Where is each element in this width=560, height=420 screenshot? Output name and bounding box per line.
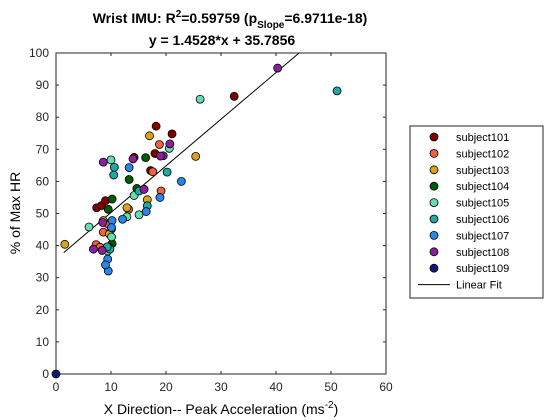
y-tick-label: 0 xyxy=(42,367,49,381)
point-subject101 xyxy=(167,129,177,139)
legend-label-linear-fit: Linear Fit xyxy=(456,280,502,292)
legend-label-subject104: subject104 xyxy=(456,181,509,193)
legend-marker-subject102 xyxy=(429,148,439,158)
point-subject108 xyxy=(273,63,283,73)
point-subject108 xyxy=(89,244,98,254)
y-tick-label: 30 xyxy=(36,271,50,285)
title-r2-value: =0.59759 (p xyxy=(181,10,257,26)
legend-marker-subject101 xyxy=(429,132,439,142)
point-subject106 xyxy=(109,162,119,172)
point-subject102 xyxy=(154,140,164,149)
x-axis-label-end: ) xyxy=(334,401,339,417)
point-subject107 xyxy=(107,223,116,233)
point-subject104 xyxy=(141,153,151,163)
point-subject105 xyxy=(106,155,116,165)
title-r2-sup: 2 xyxy=(176,9,182,20)
point-subject101 xyxy=(151,121,161,131)
point-subject108 xyxy=(128,154,138,164)
y-tick-label: 50 xyxy=(36,207,50,221)
y-axis-label: % of Max HR xyxy=(7,172,23,254)
point-subject106 xyxy=(162,167,172,177)
point-subject108 xyxy=(139,185,149,194)
x-tick-label: 0 xyxy=(53,380,60,394)
chart-title-line2: y = 1.4528*x + 35.7856 xyxy=(149,32,296,48)
point-subject103 xyxy=(191,151,201,161)
x-axis-label: X Direction-- Peak Acceleration (ms-2) xyxy=(104,400,339,417)
x-tick-label: 20 xyxy=(159,380,173,394)
point-subject107 xyxy=(101,260,110,270)
point-subject105 xyxy=(84,222,94,232)
legend-label-subject106: subject106 xyxy=(456,214,509,226)
point-subject108 xyxy=(97,246,107,255)
point-subject104 xyxy=(103,204,113,214)
legend-label-subject107: subject107 xyxy=(456,230,509,242)
point-subject109 xyxy=(51,369,61,379)
x-axis-label-sup: -2 xyxy=(325,400,334,411)
x-tick-label: 40 xyxy=(269,380,283,394)
point-subject104 xyxy=(107,194,117,204)
point-subject104 xyxy=(124,175,134,184)
legend-marker-subject104 xyxy=(429,181,439,191)
y-tick-label: 20 xyxy=(36,303,50,317)
point-subject106 xyxy=(332,86,342,96)
title-p-value: =6.9711e-18) xyxy=(284,10,367,26)
title-p-sub: Slope xyxy=(257,20,285,31)
point-subject108 xyxy=(165,139,175,149)
y-tick-label: 10 xyxy=(36,335,50,349)
y-tick-label: 80 xyxy=(36,110,50,124)
y-axis: 0 10 20 30 40 50 60 70 80 90 100 xyxy=(29,46,386,381)
y-tick-label: 100 xyxy=(29,46,49,60)
legend-marker-subject107 xyxy=(429,230,439,240)
legend-label-subject108: subject108 xyxy=(456,247,509,259)
y-tick-label: 60 xyxy=(36,174,50,188)
point-subject106 xyxy=(109,170,119,180)
plot-area xyxy=(55,52,387,375)
y-tick-label: 40 xyxy=(36,239,50,253)
point-subject107 xyxy=(176,176,186,186)
point-subject105 xyxy=(195,94,205,104)
point-subject108 xyxy=(98,157,108,167)
point-subject107 xyxy=(118,214,127,224)
point-subject107 xyxy=(141,207,151,216)
y-tick-label: 70 xyxy=(36,142,50,156)
y-tick-label: 90 xyxy=(36,78,50,92)
point-subject107 xyxy=(155,193,165,202)
point-subject103 xyxy=(145,131,154,141)
legend-marker-subject106 xyxy=(429,214,439,224)
points-layer xyxy=(51,63,342,379)
title-prefix: Wrist IMU: R xyxy=(93,10,176,26)
point-subject108 xyxy=(98,218,108,227)
point-subject107 xyxy=(124,163,134,172)
legend-label-subject105: subject105 xyxy=(456,198,509,210)
point-subject105 xyxy=(134,210,144,220)
x-axis: 0 10 20 30 40 50 60 xyxy=(53,53,393,394)
x-tick-label: 30 xyxy=(214,380,228,394)
point-subject101 xyxy=(229,91,239,101)
legend-marker-subject108 xyxy=(429,247,439,257)
legend-label-subject109: subject109 xyxy=(456,263,509,275)
point-subject105 xyxy=(107,232,116,242)
point-subject103 xyxy=(60,239,70,249)
legend-marker-subject105 xyxy=(429,198,439,208)
legend-label-subject103: subject103 xyxy=(456,165,509,177)
x-axis-label-main: X Direction-- Peak Acceleration (ms xyxy=(104,401,325,417)
x-tick-label: 50 xyxy=(324,380,338,394)
legend-marker-subject103 xyxy=(429,165,439,175)
point-subject108 xyxy=(156,151,165,161)
legend-marker-subject109 xyxy=(429,263,439,273)
point-subject102 xyxy=(148,167,158,177)
legend-label-subject102: subject102 xyxy=(456,148,509,160)
legend-label-subject101: subject101 xyxy=(456,132,509,144)
x-tick-label: 60 xyxy=(379,380,393,394)
chart-title-line1: Wrist IMU: R2=0.59759 (pSlope=6.9711e-18… xyxy=(93,9,368,31)
point-subject103 xyxy=(122,203,132,213)
x-tick-label: 10 xyxy=(104,380,118,394)
legend: subject101 subject102 subject103 subject104… xyxy=(409,125,544,299)
